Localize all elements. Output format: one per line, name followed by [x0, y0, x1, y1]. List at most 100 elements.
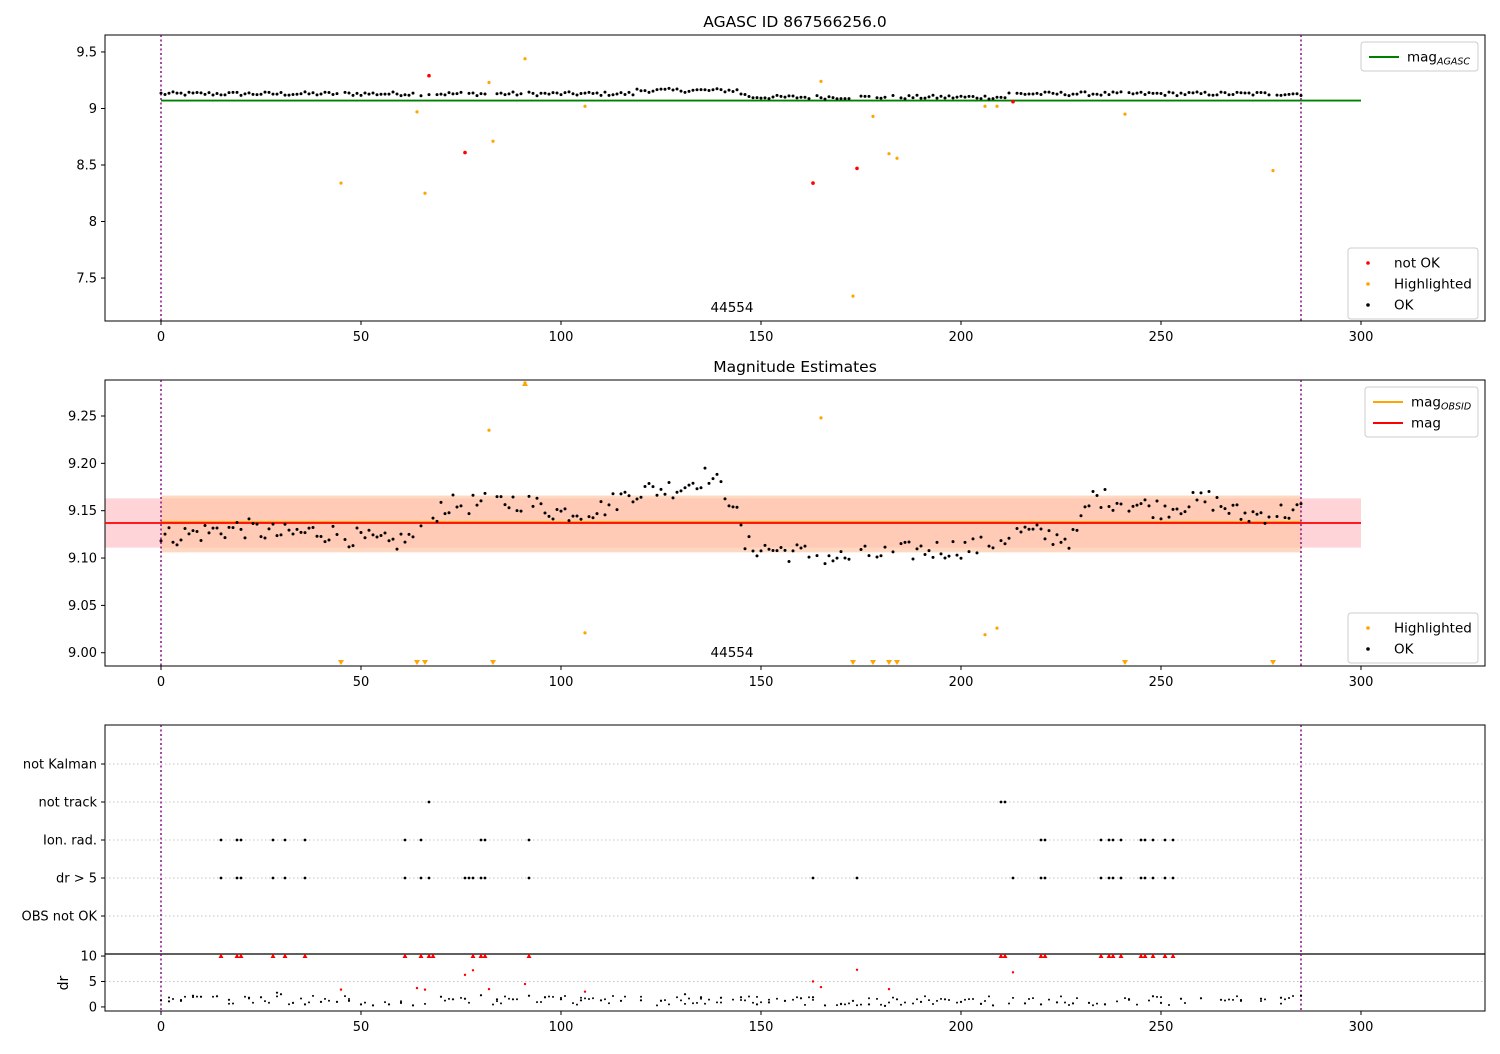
magnitude-bottom-legend — [1347, 612, 1479, 664]
dr-ok-point — [768, 998, 770, 1001]
dr-clipped-marker — [1038, 953, 1044, 959]
dr-ok-point — [924, 995, 926, 998]
chart-title-magnitude: Magnitude Estimates — [713, 358, 877, 376]
ok-point — [875, 555, 879, 559]
dr-ok-point — [792, 998, 794, 1001]
ok-point — [911, 557, 915, 561]
ok-point — [251, 92, 255, 96]
ok-point — [655, 88, 659, 92]
ok-point — [499, 91, 503, 95]
ok-point — [791, 549, 795, 553]
dr-ok-point — [1128, 998, 1130, 1001]
dr-ok-point — [1219, 998, 1223, 1001]
flag-point — [427, 876, 431, 880]
dr-ok-point — [812, 998, 814, 1001]
ok-point — [1067, 546, 1071, 550]
dr-ok-point — [904, 1001, 906, 1004]
ok-point — [355, 91, 359, 95]
ok-point — [671, 496, 675, 500]
dr-ok-point — [1284, 998, 1286, 1001]
ok-point — [175, 91, 179, 95]
dr-ok-point — [964, 998, 966, 1001]
ok-point — [371, 91, 375, 95]
ok-point — [479, 92, 483, 96]
ok-point — [327, 91, 331, 95]
ok-point — [1015, 526, 1019, 530]
dr-ok-point — [936, 999, 938, 1002]
ok-point — [783, 548, 787, 552]
flag-point — [1171, 838, 1175, 842]
ok-point — [807, 97, 811, 101]
ok-point — [891, 550, 895, 554]
ok-point — [539, 502, 543, 506]
dr-ok-point — [956, 1001, 958, 1004]
not-ok-point — [855, 166, 859, 171]
ok-point — [427, 93, 431, 97]
ok-point — [291, 532, 295, 536]
flag-point — [483, 838, 487, 842]
dr-ok-point — [876, 997, 878, 1000]
ok-point — [791, 94, 795, 98]
ok-point — [891, 93, 895, 97]
ok-point — [1243, 511, 1247, 515]
ok-point — [647, 482, 651, 486]
highlighted-point — [523, 57, 527, 61]
ok-point — [1159, 517, 1163, 521]
ok-point — [407, 532, 411, 536]
ok-point — [759, 549, 763, 553]
dr-ok-point — [228, 1002, 230, 1005]
dr-high-point — [811, 980, 815, 983]
ok-point — [835, 97, 839, 101]
ok-point — [711, 88, 715, 92]
ok-point — [771, 549, 775, 553]
ok-point — [711, 477, 715, 481]
ok-point — [795, 543, 799, 547]
ok-point — [671, 88, 675, 92]
ok-point — [315, 93, 319, 97]
dr-clipped-marker — [1118, 953, 1124, 959]
ok-point — [627, 494, 631, 498]
dr-ok-point — [744, 999, 746, 1002]
dr-ok-point — [199, 995, 203, 998]
ok-point — [191, 91, 195, 95]
offscale-low-marker — [1122, 660, 1128, 665]
ok-point — [1131, 92, 1135, 96]
dr-ok-point — [508, 997, 510, 1000]
ok-point — [683, 486, 687, 490]
ok-point — [467, 512, 471, 516]
ok-point — [787, 94, 791, 98]
ok-point — [1051, 91, 1055, 95]
ok-point — [1079, 514, 1083, 518]
ok-point — [623, 93, 627, 97]
dr-ok-point — [448, 997, 450, 1000]
ok-point — [335, 92, 339, 96]
ok-point — [187, 90, 191, 94]
ok-point — [343, 537, 347, 541]
flag-point — [271, 838, 275, 842]
ok-point — [619, 492, 623, 496]
ok-point — [707, 88, 711, 92]
dr-ok-point — [968, 998, 970, 1001]
dr-ok-point — [1160, 996, 1162, 999]
offscale-low-marker — [338, 660, 344, 665]
ok-point — [595, 91, 599, 95]
ok-point — [295, 92, 299, 96]
ok-point — [1083, 90, 1087, 94]
ok-point — [323, 540, 327, 544]
ok-point — [827, 554, 831, 558]
dr-ok-point — [399, 1001, 403, 1004]
ok-point — [211, 526, 215, 530]
ok-point — [255, 522, 259, 526]
ok-point — [363, 91, 367, 95]
ok-point — [1259, 91, 1263, 95]
dr-ok-point — [540, 1000, 542, 1003]
ok-point — [1295, 503, 1299, 507]
ok-point — [559, 93, 563, 97]
dr-clipped-marker — [470, 953, 476, 959]
agasc-bottom-legend-marker — [1366, 282, 1370, 286]
dr-ok-point — [676, 996, 678, 999]
dr-ok-point — [275, 991, 279, 994]
ok-point — [171, 90, 175, 94]
ok-point — [167, 91, 171, 95]
ok-point — [563, 507, 567, 511]
